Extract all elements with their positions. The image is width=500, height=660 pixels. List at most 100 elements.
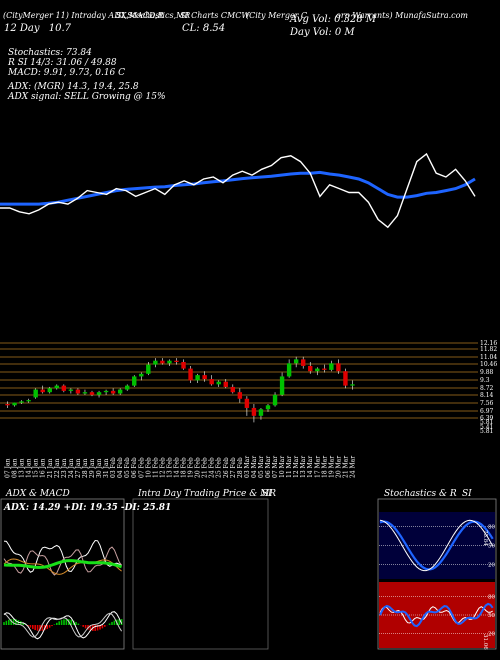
date-label: 23 Jan	[61, 458, 68, 478]
candle-body	[146, 364, 151, 374]
ticker-line-c-wrap: SI Charts CMCW	[180, 11, 250, 20]
adx-layer	[3, 539, 123, 576]
date-label: 19 Feb	[188, 457, 195, 478]
date-label: 06 Mar	[265, 456, 272, 478]
candle-body	[343, 371, 348, 386]
price-tick-label: 6.39	[480, 415, 494, 422]
rsi-last-value: 31.06	[482, 634, 488, 650]
date-label: 21 Mar	[342, 456, 349, 478]
macd-bar	[53, 624, 56, 625]
intraday-panel-frame	[132, 498, 269, 650]
intraday-title: Intra Day Trading Price & MR	[138, 489, 277, 499]
macd-bar	[27, 625, 29, 626]
stoch-layer: 80 50 20 73.84	[379, 519, 495, 572]
candle-body	[350, 384, 355, 386]
stoch-tick-label: 20	[488, 562, 495, 568]
macd-bar	[12, 619, 15, 625]
price-tick-label: 12.16	[480, 340, 497, 347]
date-label: 07 Mar	[272, 456, 279, 478]
open-label: 10.7	[48, 23, 71, 34]
rsi-line	[379, 602, 494, 628]
candle-body	[33, 389, 38, 398]
stochastics-readout: Stochastics: 73.84	[8, 48, 92, 58]
candle-body	[61, 385, 67, 391]
candle-body	[202, 375, 207, 380]
price-tick-label: 8.72	[480, 385, 494, 392]
macd-layer	[3, 611, 123, 640]
date-label: 04 Mar	[251, 456, 258, 478]
candle-body	[125, 385, 130, 390]
candle-body	[286, 363, 292, 377]
candle-body	[117, 389, 123, 394]
macd-bar	[10, 619, 12, 625]
day-vol-wrap: Day Vol: 0 M	[290, 27, 355, 38]
date-label: 17 Mar	[314, 456, 321, 478]
candle-body	[96, 392, 102, 395]
stoch-title-b: SI	[462, 489, 472, 499]
date-label: 11 Feb	[152, 457, 159, 478]
macd-bar	[34, 625, 36, 631]
date-label: 21 Feb	[202, 457, 209, 478]
macd-bar	[41, 625, 44, 631]
price-tick-label: 5.81	[480, 419, 493, 426]
candle-body	[26, 400, 31, 402]
date-label: 14 Jan	[26, 458, 33, 478]
tick-label-wrap: 12 Day 10.7	[4, 23, 71, 34]
macd-bar	[29, 625, 32, 628]
candle-body	[103, 390, 109, 393]
macd-bar	[101, 625, 104, 629]
date-label: 14 Mar	[307, 456, 314, 478]
macd-bar	[65, 619, 68, 625]
candle-body	[301, 359, 306, 366]
company-name-b: orp Warrants) MunafaSutra.com	[336, 11, 469, 20]
date-label: 08 Jan	[12, 458, 19, 478]
macd-bar	[94, 625, 96, 631]
macd-readout: MACD: 9.91, 9.73, 0.16 C	[8, 68, 126, 78]
candle-body	[89, 392, 95, 395]
date-label: 28 Feb	[237, 457, 244, 478]
candle-body	[174, 360, 179, 362]
macd-bar	[118, 619, 120, 625]
macd-bar	[113, 620, 116, 625]
close-label: CL: 8.54	[182, 23, 226, 34]
macd-bar	[63, 619, 65, 625]
ticker-line-c: SI Charts CMCW	[180, 11, 250, 20]
date-label: 31 Jan	[103, 458, 110, 478]
candle-body	[279, 376, 285, 395]
price-tick-label: 11.82	[480, 346, 497, 353]
candle-body	[47, 388, 52, 393]
macd-bar	[60, 620, 63, 625]
date-label: 14 Feb	[173, 457, 180, 478]
date-label: 15 Jan	[33, 458, 40, 478]
date-label: 25 Feb	[216, 457, 223, 478]
macd-bar	[89, 625, 92, 631]
date-label: 27 Jan	[75, 458, 82, 478]
rsi-readout: R SI 14/3: 31.06 / 49.88	[8, 58, 117, 68]
rsi-tick-label: 50	[488, 613, 495, 619]
macd-bar	[75, 621, 77, 625]
plus-di-line	[3, 539, 122, 573]
candle-body	[12, 402, 17, 406]
company-name: (City Merger C	[246, 11, 308, 20]
date-label: 03 Mar	[244, 456, 251, 478]
date-label: 05 Feb	[124, 457, 131, 478]
candle-body	[293, 359, 299, 364]
date-label: 29 Jan	[89, 458, 96, 478]
candle-body	[19, 401, 24, 403]
ticker-line: (CityMerger 11) Intraday ADX,MACD,R	[3, 11, 164, 20]
macd-bar	[77, 623, 80, 625]
date-label: 19 Mar	[328, 456, 335, 478]
date-label: 18 Mar	[321, 456, 328, 478]
candle-body	[75, 389, 81, 394]
adx-panel-readout: ADX: 14.29 +DI: 19.35 -DI: 25.81	[4, 503, 172, 513]
stoch-tick-label: 80	[488, 525, 495, 531]
candle-body	[110, 390, 116, 394]
rsi-white-line	[379, 606, 493, 624]
adx-panel-frame	[0, 498, 125, 650]
stoch-tick-label: 50	[488, 544, 495, 550]
candle-body	[230, 386, 235, 393]
close-label-wrap: CL: 8.54	[182, 23, 225, 34]
candle-body	[272, 394, 278, 406]
date-label: 22 Jan	[54, 458, 61, 478]
